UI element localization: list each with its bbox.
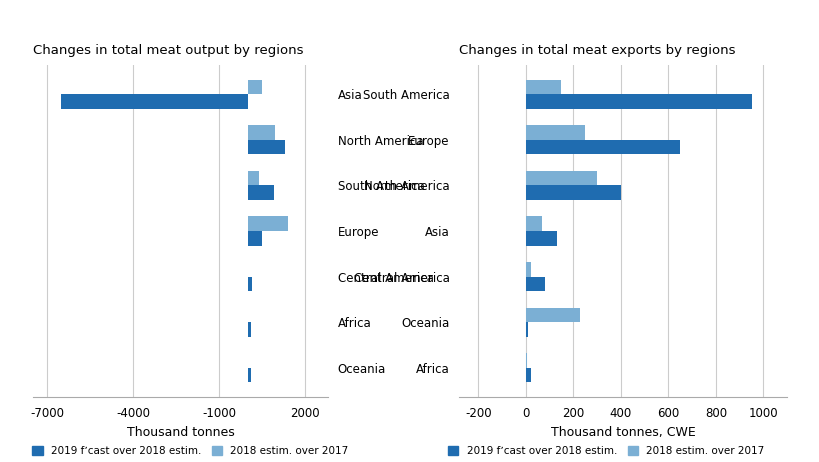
Bar xyxy=(247,368,251,382)
Bar xyxy=(247,140,285,154)
Bar xyxy=(525,125,585,140)
Text: Changes in total meat exports by regions: Changes in total meat exports by regions xyxy=(459,43,735,56)
Bar xyxy=(525,80,561,94)
Bar xyxy=(247,216,287,231)
Bar xyxy=(525,185,620,200)
X-axis label: Thousand tonnes: Thousand tonnes xyxy=(126,426,234,438)
Bar xyxy=(247,125,274,140)
Bar xyxy=(247,322,251,337)
Bar xyxy=(525,277,544,291)
Bar xyxy=(247,185,274,200)
Bar xyxy=(525,353,527,368)
Bar xyxy=(525,308,580,322)
Bar xyxy=(247,171,259,185)
Bar xyxy=(247,231,262,246)
X-axis label: Thousand tonnes, CWE: Thousand tonnes, CWE xyxy=(550,426,695,438)
Legend: 2019 fʼcast over 2018 estim., 2018 estim. over 2017: 2019 fʼcast over 2018 estim., 2018 estim… xyxy=(32,446,348,456)
Bar xyxy=(525,171,596,185)
Bar xyxy=(525,94,751,109)
Bar xyxy=(525,216,541,231)
Bar xyxy=(61,94,247,109)
Bar xyxy=(525,140,680,154)
Bar xyxy=(247,277,251,291)
Legend: 2019 fʼcast over 2018 estim., 2018 estim. over 2017: 2019 fʼcast over 2018 estim., 2018 estim… xyxy=(447,446,763,456)
Bar xyxy=(525,322,527,337)
Bar xyxy=(525,368,530,382)
Bar xyxy=(247,80,262,94)
Bar xyxy=(525,262,530,277)
Bar xyxy=(525,231,556,246)
Text: Changes in total meat output by regions: Changes in total meat output by regions xyxy=(33,43,303,56)
